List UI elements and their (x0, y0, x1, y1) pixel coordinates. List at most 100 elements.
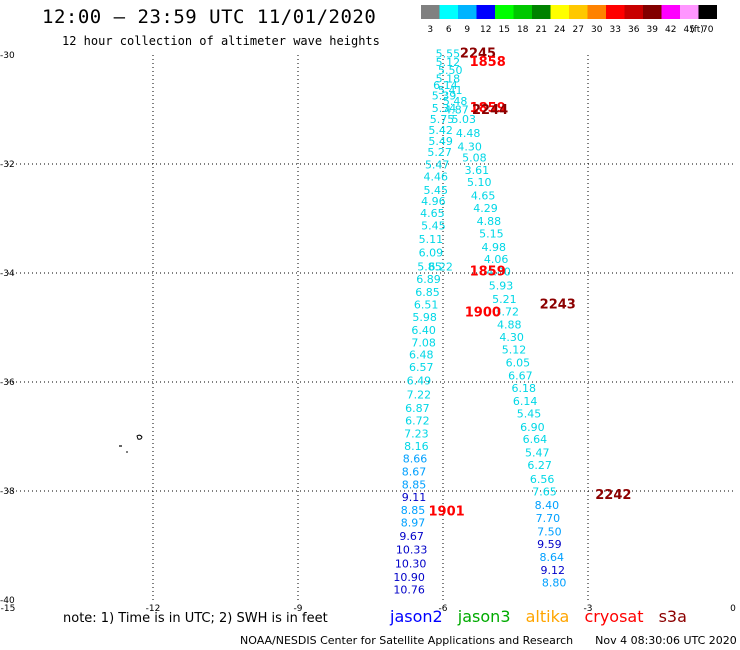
wave-height-label: 5.85 (417, 260, 442, 273)
colorbar-label: 3 (427, 25, 433, 35)
colorbar-label: 70 (702, 25, 714, 35)
colorbar-swatch (495, 5, 514, 19)
wave-height-label: 10.30 (395, 557, 427, 570)
wave-height-label: 6.14 (513, 395, 538, 408)
wave-height-label: 3.72 (495, 306, 520, 319)
wave-height-label: 8.85 (401, 504, 426, 517)
wave-height-label: 6.49 (407, 375, 432, 388)
colorbar-swatch (643, 5, 662, 19)
wave-height-label: 4.87 (444, 103, 469, 116)
legend-s3a: s3a (658, 607, 687, 626)
x-tick-label: -12 (146, 604, 161, 612)
colorbar-label: 9 (464, 25, 470, 35)
wave-height-label: 5.39 (432, 90, 457, 103)
page-title: 12:00 – 23:59 UTC 11/01/2020 (42, 6, 377, 28)
wave-height-label: 8.97 (401, 516, 426, 529)
wave-height-label: 5.48 (443, 95, 468, 108)
altimeter-track: 5.555.125.505.186.145.415.395.485.344.87… (393, 48, 566, 597)
pass-time-label: 1859 (470, 265, 506, 280)
wave-height-label: 6.85 (415, 286, 440, 299)
wave-height-label: 5.15 (479, 228, 504, 241)
wave-height-label: 4.30 (499, 331, 524, 344)
wave-height-label: 5.34 (432, 102, 457, 115)
wave-height-label: 5.27 (427, 146, 452, 159)
map-frame (8, 55, 733, 600)
credit-org: NOAA/NESDIS Center for Satellite Applica… (240, 634, 574, 647)
colorbar-label: 33 (610, 25, 621, 35)
wave-height-label: 7.65 (532, 485, 557, 498)
island-outlines (119, 434, 143, 453)
wave-height-label: 4.98 (482, 241, 507, 254)
page-subtitle: 12 hour collection of altimeter wave hei… (62, 34, 380, 48)
wave-height-label: 4.48 (456, 127, 481, 140)
colorbar-swatch (532, 5, 551, 19)
wave-height-label: 6.51 (414, 298, 439, 311)
pass-time-label: 1901 (429, 505, 465, 520)
wave-height-label: 6.90 (520, 421, 545, 434)
pass-time-label: 2245 (460, 47, 496, 62)
footer-note: note: 1) Time is in UTC; 2) SWH is in fe… (63, 611, 328, 626)
colorbar-label: 21 (536, 25, 547, 35)
legend-altika: altika (525, 607, 570, 626)
colorbar-swatch (661, 5, 680, 19)
pass-time-label: 1859 (470, 101, 506, 116)
wave-height-label: 7.50 (537, 526, 562, 539)
wave-height-label: 9.11 (402, 491, 427, 504)
colorbar-label: 24 (554, 25, 566, 35)
colorbar-swatch (587, 5, 606, 19)
y-tick-label: -32 (0, 160, 15, 170)
colorbar-swatch (513, 5, 532, 19)
colorbar-swatch (476, 5, 495, 19)
map-plot: 5.555.125.505.186.145.415.395.485.344.87… (0, 47, 736, 612)
wave-height-label: 5.45 (421, 219, 446, 232)
color-scale-bar: 3 6 9 12 15 18 21 24 27 30 33 36 39 42 45 70(ft) (421, 5, 717, 35)
wave-height-label: 6.05 (506, 357, 531, 370)
wave-height-label: 4.88 (497, 319, 522, 332)
wave-height-label: 5.98 (412, 311, 437, 324)
wave-height-label: 5.42 (428, 124, 453, 137)
pass-time-label: 1858 (470, 55, 506, 70)
colorbar-label: 6 (446, 25, 452, 35)
wave-height-label: 5.21 (492, 293, 517, 306)
wave-height-label: 4.46 (424, 170, 449, 183)
wave-height-label: 10.33 (396, 544, 428, 557)
wave-height-label: 4.88 (477, 215, 502, 228)
colorbar-swatch (606, 5, 625, 19)
colorbar-label: 27 (573, 25, 584, 35)
wave-height-label: 3.61 (465, 164, 490, 177)
colorbar-swatch (458, 5, 477, 19)
wave-height-label: 4.30 (457, 140, 482, 153)
wave-height-label: 6.64 (523, 433, 548, 446)
colorbar-label: 12 (480, 25, 491, 35)
wave-height-label: 4.80 (486, 266, 511, 279)
wave-height-label: 8.40 (535, 499, 560, 512)
wave-height-label: 6.72 (405, 415, 430, 428)
wave-height-label: 5.10 (467, 176, 492, 189)
wave-height-label: 4.06 (484, 253, 509, 266)
wave-height-label: 5.18 (436, 72, 461, 85)
axis-tick-labels: -15 -12 -9 -6 -3 0-30-32-34-36-38-40 (0, 51, 736, 612)
x-tick-label: 0 (730, 604, 736, 612)
wave-height-label: 5.55 (436, 48, 461, 61)
wave-height-label: 5.08 (462, 151, 487, 164)
island-outline (136, 434, 143, 440)
wave-height-label: 8.80 (542, 576, 567, 589)
wave-height-label: 5.75 (430, 113, 455, 126)
legend-cryosat: cryosat (584, 607, 644, 626)
colorbar-label: 36 (628, 25, 640, 35)
colorbar-label: 39 (647, 25, 659, 35)
wave-height-label: 5.50 (438, 64, 463, 77)
y-tick-label: -36 (0, 378, 15, 388)
wave-height-label: 8.16 (404, 440, 429, 453)
wave-height-label: 5.47 (425, 158, 450, 171)
wave-height-label: 4.29 (473, 202, 498, 215)
wave-height-label: 6.09 (419, 247, 444, 260)
wave-height-label: 5.12 (436, 56, 461, 69)
wave-height-label: 10.76 (393, 583, 425, 596)
wave-height-label: 5.11 (419, 233, 444, 246)
wave-height-label: 6.48 (409, 349, 434, 362)
x-tick-label: -6 (439, 604, 448, 612)
y-tick-label: -40 (0, 596, 15, 606)
wave-height-label: 6.27 (527, 459, 552, 472)
